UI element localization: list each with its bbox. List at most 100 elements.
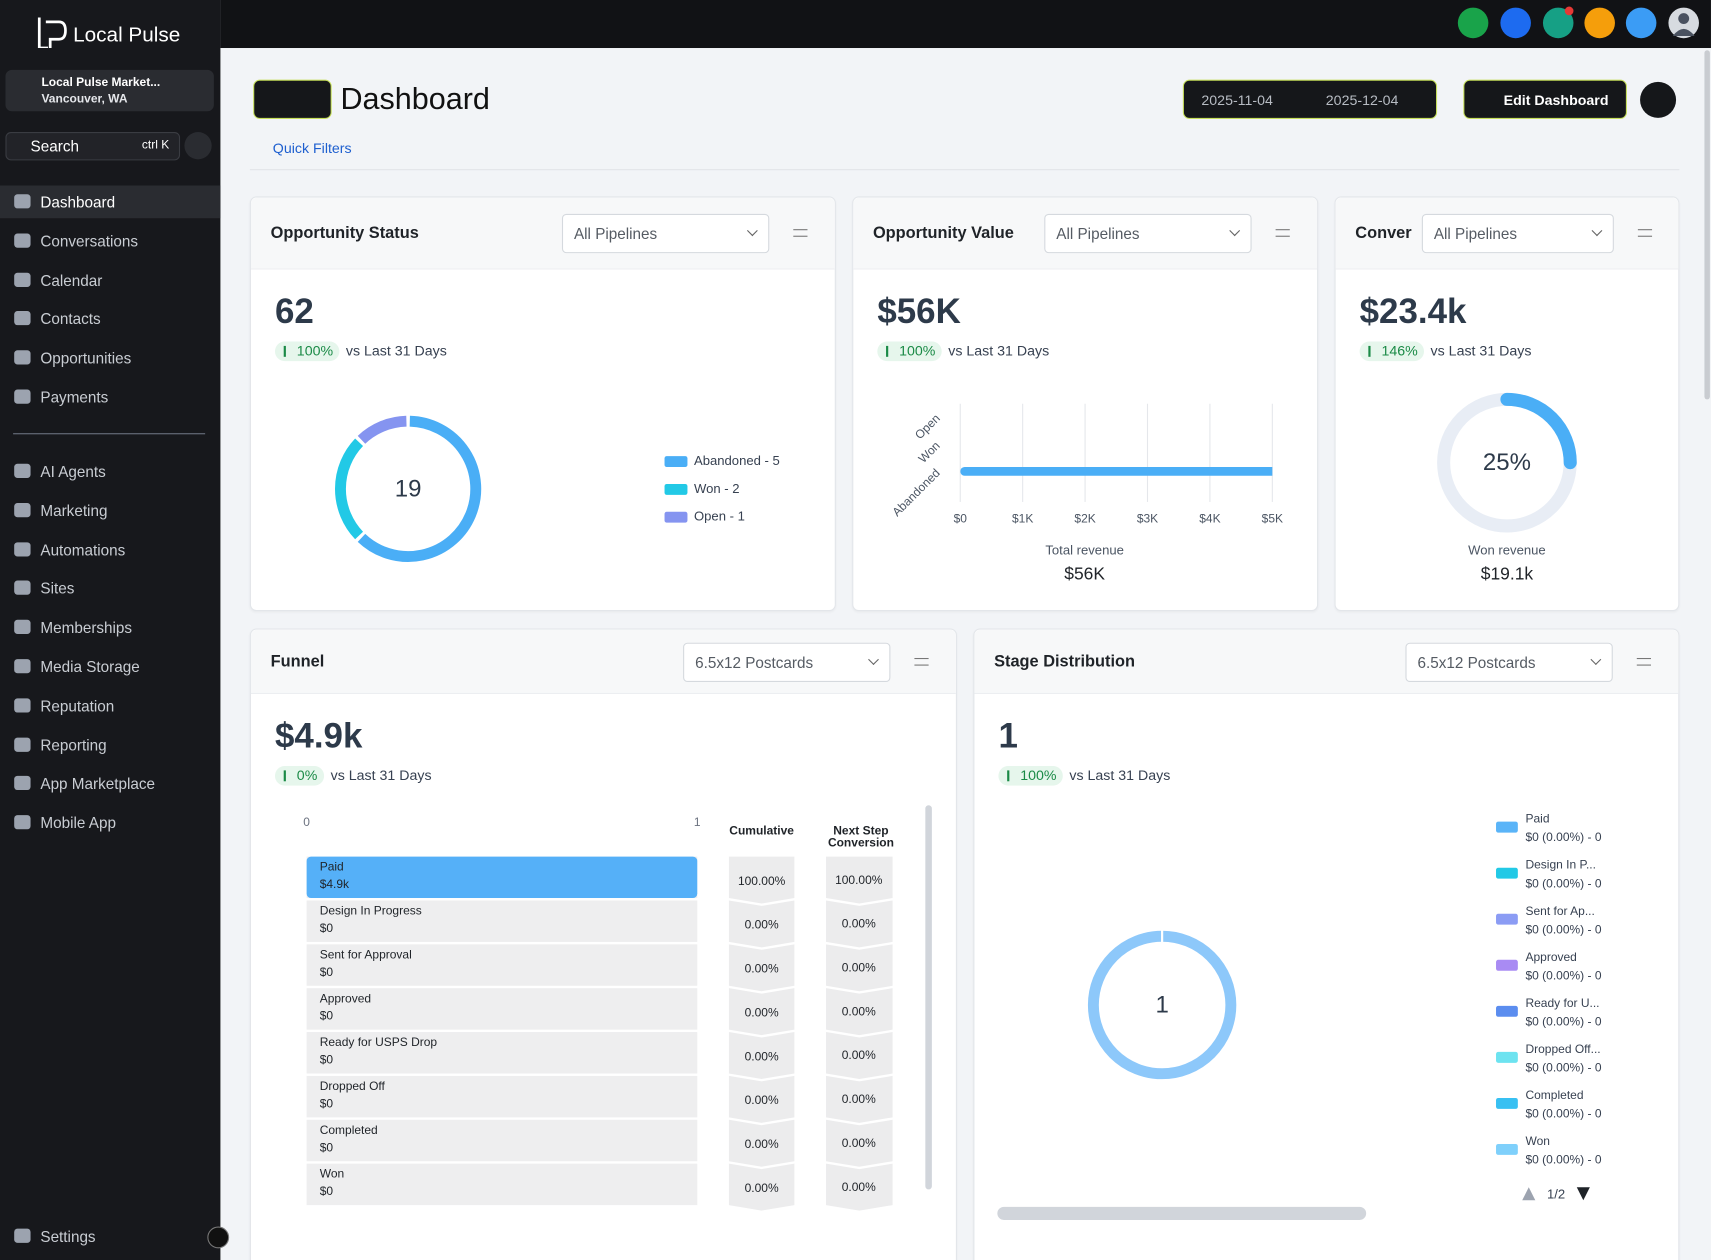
nav-item[interactable]: Automations [40, 540, 126, 559]
legend-detail: $0 (0.00%) - 0 [1525, 876, 1601, 890]
page-indicator: 1/2 [1547, 1186, 1565, 1201]
nav-item[interactable]: Dashboard [40, 193, 116, 211]
nav-item[interactable]: Calendar [40, 271, 103, 289]
filter-settings[interactable] [914, 657, 929, 666]
nav-item[interactable]: Reputation [40, 697, 115, 715]
stage-track [306, 1119, 698, 1162]
next-step-cell [826, 900, 893, 948]
legend-label: Open - 1 [694, 509, 745, 524]
pipeline-select[interactable]: All Pipelines [1421, 213, 1614, 254]
nav-item[interactable]: Marketing [40, 501, 108, 520]
ai-icon[interactable] [1500, 7, 1531, 39]
notification-icon[interactable] [1584, 7, 1615, 39]
stage-name: Ready for USPS Drop [320, 1035, 438, 1049]
nav-icon [14, 233, 31, 248]
next-step-cell [826, 1119, 893, 1167]
account-name: Local Pulse Market... [41, 76, 161, 90]
next-step-cell [826, 1032, 893, 1079]
nav-item[interactable]: Opportunities [40, 349, 132, 367]
stage-track [306, 988, 698, 1030]
brand-name: Local Pulse [73, 24, 181, 47]
comparison: vs Last 31 Days [345, 342, 447, 360]
settings-label[interactable]: Settings [40, 1227, 96, 1246]
phone-icon[interactable] [1457, 7, 1489, 39]
gauge-arc [1500, 392, 1577, 470]
stage-amount: $0 [320, 1096, 334, 1110]
metric-value: 1 [998, 715, 1018, 756]
date-range[interactable] [1182, 79, 1438, 119]
up-arrow [886, 345, 888, 357]
help-icon[interactable] [1625, 7, 1657, 39]
nav-item[interactable]: App Marketplace [40, 775, 156, 793]
donut-segment [335, 438, 364, 540]
filter-settings[interactable] [1636, 657, 1651, 666]
total-value: $56K [1064, 564, 1105, 584]
stage-amount: $0 [320, 1184, 334, 1198]
legend-detail: $0 (0.00%) - 0 [1525, 1060, 1601, 1074]
layout-toggle[interactable] [253, 79, 332, 119]
nav-icon [14, 194, 31, 209]
up-arrow [283, 345, 286, 357]
pipeline-select[interactable]: All Pipelines [561, 213, 770, 254]
legend-swatch [664, 483, 688, 495]
nav-item[interactable]: Mobile App [40, 814, 116, 832]
nav-item[interactable]: Sites [40, 579, 75, 598]
nav-item[interactable]: Payments [40, 388, 109, 406]
nav-item[interactable]: AI Agents [40, 462, 106, 481]
page-title: Dashboard [340, 81, 490, 116]
nav-icon [14, 698, 31, 713]
select-value: 6.5x12 Postcards [695, 653, 814, 671]
legend-swatch [1496, 1097, 1518, 1109]
nav-item[interactable]: Contacts [40, 310, 101, 328]
cumulative-value: 0.00% [745, 1181, 779, 1195]
nav-item[interactable]: Media Storage [40, 657, 140, 676]
change-badge: 0% [274, 766, 324, 786]
filter-settings[interactable] [1637, 229, 1653, 237]
pipeline-select[interactable]: 6.5x12 Postcards [683, 642, 891, 682]
announcement-icon[interactable] [1542, 7, 1574, 39]
filter-settings[interactable] [1275, 229, 1290, 237]
quick-filters[interactable]: Quick Filters [272, 139, 352, 157]
nav-item[interactable]: Reporting [40, 736, 107, 754]
change-badge: 100% [274, 341, 340, 362]
edit-dashboard-button[interactable] [1463, 79, 1627, 119]
cumulative-cell [728, 856, 795, 904]
legend-label: Approved [1525, 950, 1576, 964]
stage-amount: $0 [320, 1053, 334, 1067]
next-step-cell [826, 944, 893, 992]
x-tick-label: $4K [1199, 512, 1220, 526]
filter-settings[interactable] [793, 229, 808, 237]
top-icons [37, 6, 1699, 49]
caption: Won revenue [1468, 543, 1546, 558]
next-step-value: 0.00% [842, 917, 876, 931]
stage-track [306, 944, 698, 986]
nav-icon [14, 815, 31, 830]
more-button[interactable] [1640, 81, 1677, 118]
card-title: Stage Distribution [994, 651, 1136, 671]
search-box[interactable] [5, 132, 181, 161]
up-arrow [283, 770, 286, 782]
stage-track [306, 1032, 698, 1074]
column-header: Next Step Conversion [828, 824, 894, 850]
quick-action[interactable] [184, 132, 212, 160]
stage-name: Sent for Approval [320, 947, 412, 961]
pipeline-select[interactable]: All Pipelines [1044, 213, 1252, 254]
page-up [1522, 1187, 1536, 1201]
stage-amount: $0 [320, 921, 334, 935]
caption-value: $19.1k [1481, 564, 1534, 584]
y-tick-label: Abandoned [889, 466, 942, 519]
next-step-value: 100.00% [835, 873, 883, 887]
next-step-cell [826, 856, 893, 904]
pipeline-select[interactable]: 6.5x12 Postcards [1405, 642, 1613, 682]
gauge-label: 25% [1483, 449, 1531, 476]
nav-item[interactable]: Memberships [40, 618, 133, 637]
y-tick-label: Won [916, 439, 943, 466]
nav-item[interactable]: Conversations [40, 232, 139, 250]
stage-track [306, 1163, 698, 1206]
collapse-button[interactable] [207, 1226, 230, 1249]
legend-detail: $0 (0.00%) - 0 [1525, 1014, 1601, 1028]
legend-swatch [1496, 1051, 1518, 1063]
stage-track [306, 900, 698, 942]
account-switcher[interactable] [5, 69, 214, 112]
